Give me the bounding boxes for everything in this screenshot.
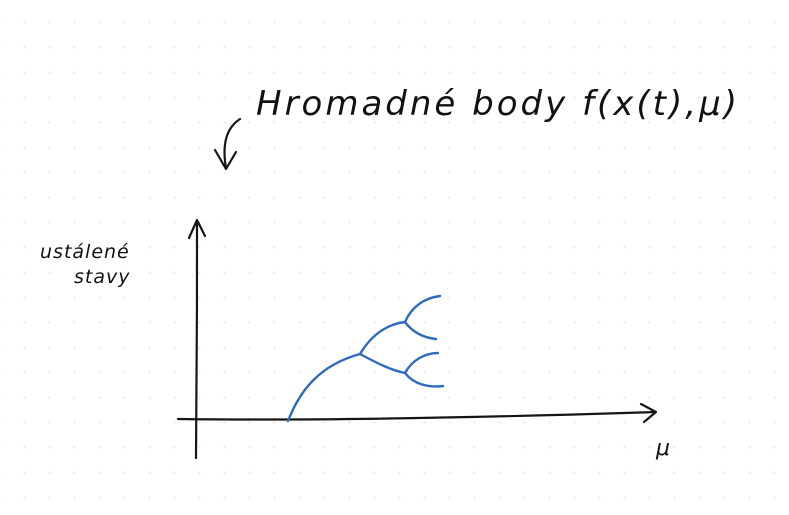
y-axis-label-line2: stavy xyxy=(74,266,130,288)
y-axis xyxy=(187,218,207,460)
x-axis-label: μ xyxy=(655,436,670,461)
heading-text: Hromadné body f(x(t),μ) xyxy=(256,84,740,124)
curved-arrow-icon xyxy=(213,117,242,171)
y-axis-label-line1: ustálené xyxy=(40,241,130,263)
x-axis xyxy=(176,402,658,424)
bifurcation-curve xyxy=(286,294,445,423)
